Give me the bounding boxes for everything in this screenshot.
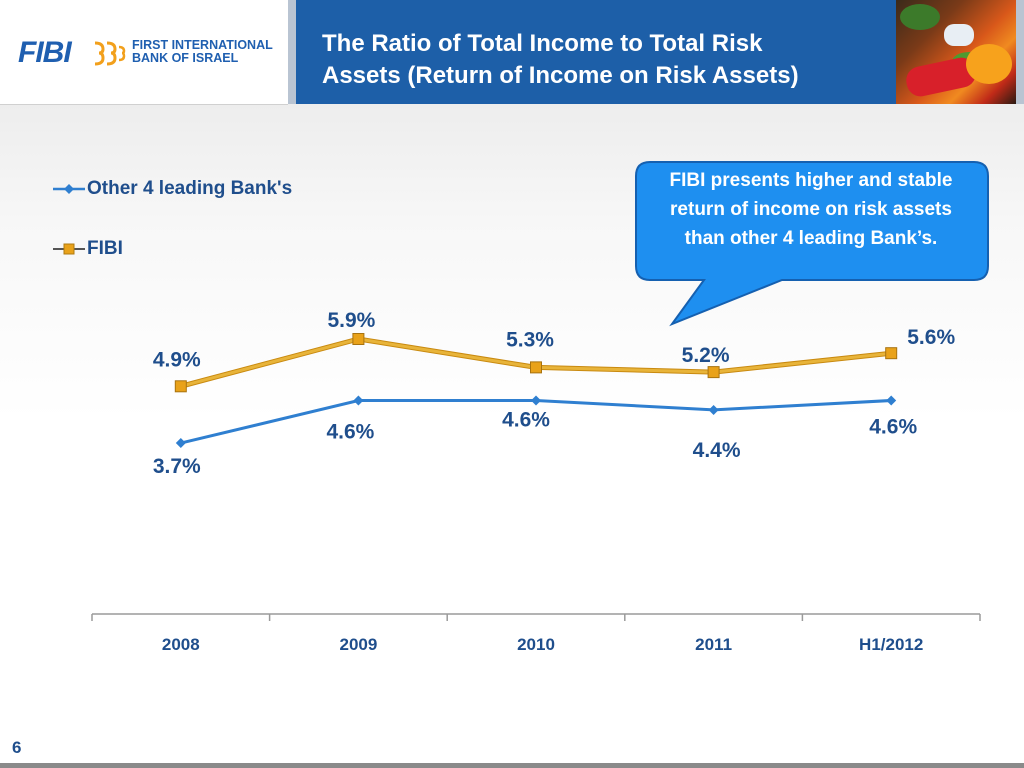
header-right-strip	[1016, 0, 1024, 104]
legend-label-other-banks: Other 4 leading Bank's	[87, 178, 293, 199]
x-tick-label: 2011	[695, 635, 732, 654]
data-label-other-banks: 4.6%	[869, 415, 917, 438]
header-separator	[288, 0, 296, 104]
page-number: 6	[12, 738, 22, 757]
data-label-fibi: 4.9%	[153, 348, 201, 371]
title-panel: The Ratio of Total Income to Total Risk …	[296, 0, 896, 104]
data-point-fibi	[174, 380, 187, 393]
data-point-fibi	[352, 333, 365, 345]
footer-line	[0, 763, 1024, 768]
slide-title: The Ratio of Total Income to Total Risk …	[322, 28, 892, 92]
logo-symbol-icon	[94, 41, 126, 66]
speech-bubble-shape	[635, 161, 989, 327]
x-tick-label: 2009	[339, 635, 377, 654]
data-label-fibi: 5.3%	[506, 328, 554, 351]
data-label-other-banks: 4.6%	[326, 420, 374, 443]
data-label-fibi: 5.9%	[327, 309, 375, 332]
slide-title-line2: Assets (Return of Income on Risk Assets)	[322, 62, 799, 89]
data-label-other-banks: 3.7%	[153, 455, 201, 478]
x-tick-label: 2010	[517, 635, 555, 654]
data-point-other-banks	[708, 404, 719, 415]
slide-title-line1: The Ratio of Total Income to Total Risk	[322, 30, 763, 57]
data-label-fibi: 5.6%	[907, 326, 955, 349]
data-point-other-banks	[175, 438, 186, 449]
square-marker-icon	[53, 243, 85, 255]
x-tick-label: H1/2012	[859, 635, 923, 654]
diamond-marker-icon	[53, 184, 85, 194]
data-point-fibi	[885, 347, 898, 360]
legend-label-fibi: FIBI	[87, 238, 123, 259]
logo-text: FIRST INTERNATIONAL BANK OF ISRAEL	[132, 39, 282, 65]
logo-name-line1: FIRST INTERNATIONAL	[132, 38, 273, 52]
header-photo	[896, 0, 1016, 104]
logo-mark: FIBI	[18, 36, 72, 69]
logo: FIBI FIRST INTERNATIONAL BANK OF ISRAEL	[0, 0, 288, 105]
data-label-other-banks: 4.6%	[502, 408, 550, 431]
logo-name-line2: BANK OF ISRAEL	[132, 51, 239, 65]
data-point-other-banks	[531, 395, 541, 406]
data-point-fibi	[707, 366, 720, 379]
data-label-fibi: 5.2%	[682, 344, 730, 367]
data-point-other-banks	[353, 395, 364, 406]
callout-bubble: FIBI presents higher and stable return o…	[632, 158, 994, 330]
data-point-other-banks	[886, 395, 897, 406]
slide-header: FIBI FIRST INTERNATIONAL BANK OF ISRAEL …	[0, 0, 1024, 105]
x-tick-label: 2008	[162, 635, 200, 654]
data-point-fibi	[530, 361, 542, 374]
data-label-other-banks: 4.4%	[693, 439, 741, 462]
callout-text: FIBI presents higher and stable return o…	[669, 170, 953, 249]
